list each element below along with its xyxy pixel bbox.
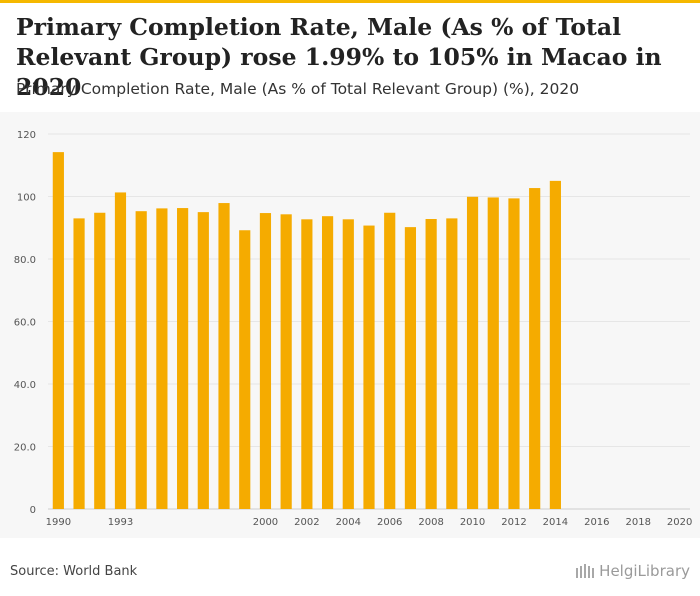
x-tick-label: 2016 [584,517,609,528]
logo-text: HelgiLibrary [599,562,690,580]
y-tick-label: 0 [30,505,36,516]
bar-1992 [94,212,106,509]
x-tick-label: 2018 [625,517,650,528]
y-tick-label: 100 [17,193,36,204]
x-tick-label: 2012 [501,517,526,528]
bar-1993 [114,192,127,509]
x-tick-label: 2008 [418,517,443,528]
source-note: Source: World Bank [10,564,138,579]
chart-subtitle: Primary Completion Rate, Male (As % of T… [16,80,580,98]
bar-2011 [487,197,499,509]
x-tick-label: 1993 [108,517,133,528]
chart-title: Primary Completion Rate, Male (As % of T… [16,13,662,101]
library-logo-icon [576,564,595,578]
bar-2005 [363,225,375,509]
y-tick-label: 40.0 [14,380,36,391]
x-tick-label: 2002 [294,517,319,528]
x-tick-label: 1990 [46,517,71,528]
bar-2000 [259,213,272,509]
x-tick-label: 2014 [543,517,568,528]
bar-1997 [197,212,209,510]
bar-1994 [135,211,147,509]
bar-2012 [508,198,520,510]
y-tick-label: 20.0 [14,443,36,454]
bar-2013 [529,188,541,509]
top-accent-rule [0,0,700,3]
bar-2009 [446,218,458,510]
bar-1996 [177,208,189,509]
bar-2010 [466,196,479,509]
bar-2007 [404,227,417,510]
x-tick-label: 2004 [336,517,361,528]
x-tick-label: 2010 [460,517,485,528]
y-tick-label: 120 [17,130,36,141]
chart-area: 0 20.0 40.0 60.0 80.0 100 120 1990 1993 2000 2002 2… [0,112,700,538]
bar-2006 [384,212,396,509]
bar-2004 [342,219,354,509]
bar-2001 [280,214,292,509]
x-tick-label: 2000 [253,517,278,528]
bar-1991 [73,218,85,510]
y-tick-label: 80.0 [14,255,36,266]
bar-2014 [549,180,561,510]
bar-1998 [218,203,230,509]
bar-1990 [52,152,64,510]
bar-1995 [156,208,168,510]
x-tick-label: 2020 [667,517,692,528]
y-tick-label: 60.0 [14,318,36,329]
bar-2002 [301,219,313,509]
helgilibrary-logo: HelgiLibrary [575,562,690,580]
bar-2003 [321,216,334,509]
x-tick-label: 2006 [377,517,402,528]
bar-chart: 0 20.0 40.0 60.0 80.0 100 120 1990 1993 2000 2002 2… [14,130,693,528]
bar-1999 [239,230,251,509]
bar-2008 [425,219,437,509]
